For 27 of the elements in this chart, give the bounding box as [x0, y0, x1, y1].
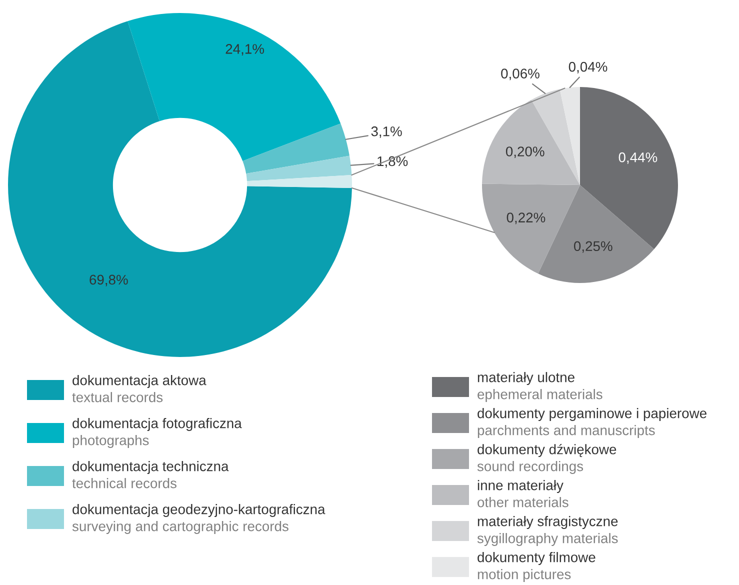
donut-slice — [8, 21, 352, 357]
data-label: 69,8% — [90, 274, 128, 286]
data-label: 0,20% — [506, 146, 544, 158]
data-label: 0,06% — [501, 68, 540, 80]
data-label: 24,1% — [226, 44, 264, 56]
data-label: 0,04% — [568, 62, 608, 74]
legend-label: materiały ulotne ephemeral materials — [478, 372, 602, 402]
pie-slice — [560, 87, 580, 185]
legend-label: dokumenty dźwiękowe sound recordings — [477, 444, 616, 474]
data-label: 0,44% — [618, 152, 658, 164]
legend-label: dokumentacja fotograficzna photographs — [72, 418, 242, 448]
legend-label: dokumentacja techniczna technical records — [72, 461, 229, 488]
legend-label: dokumentacja geodezyjno-kartograficzna surveying and cartographic records — [72, 504, 326, 534]
legend-label: dokumenty pergaminowe i papierowe parchments and manuscripts — [478, 408, 706, 438]
legend-label: dokumentacja aktowa textual records — [72, 375, 206, 402]
donut-slice — [246, 156, 352, 182]
donut-slice — [246, 175, 352, 188]
legend-label: inne materiały other materials — [478, 480, 568, 508]
donut-slice — [128, 13, 341, 162]
legend-label: dokumenty filmowe motion pictures — [478, 552, 596, 582]
data-label: 1,8% — [378, 156, 408, 168]
data-label: 0,25% — [574, 241, 612, 253]
donut-slice — [242, 123, 350, 174]
legend-label: materiały sfragistyczne sygillography materials — [477, 516, 618, 546]
pie-slice — [482, 100, 580, 185]
data-label: 0,22% — [506, 212, 546, 224]
data-label: 3,1% — [371, 126, 402, 138]
